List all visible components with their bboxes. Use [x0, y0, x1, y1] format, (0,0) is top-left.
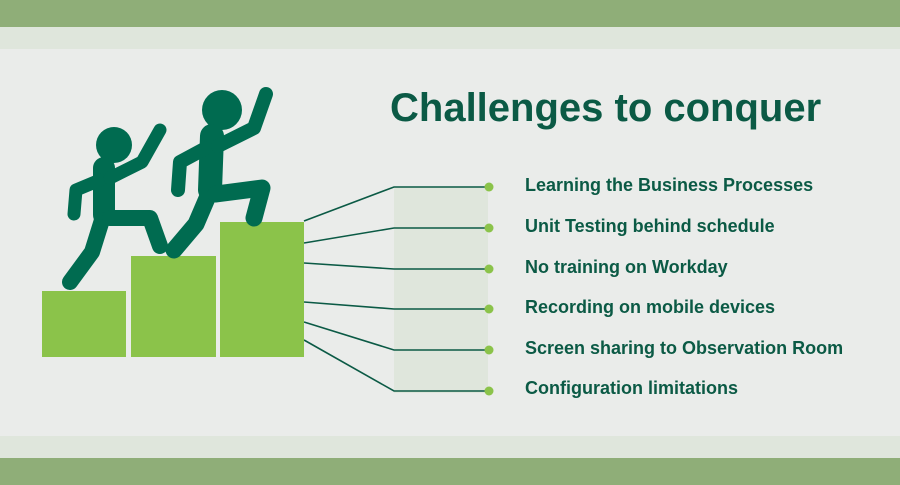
challenge-item: Learning the Business Processes: [525, 175, 814, 195]
challenge-item: Configuration limitations: [525, 378, 738, 398]
step-mid: [131, 256, 216, 357]
connector-line: [303, 186, 488, 222]
challenge-item: Screen sharing to Observation Room: [525, 338, 844, 358]
connector-dots: [484, 182, 494, 396]
climbing-person-icon: [62, 123, 168, 290]
connector-lines: [303, 186, 488, 392]
challenge-item: No training on Workday: [525, 257, 728, 277]
bullet-dot: [484, 264, 494, 274]
top-border-band: [0, 0, 900, 27]
bullet-dot: [484, 182, 494, 192]
connector-line: [303, 227, 488, 244]
connector-line: [303, 321, 488, 351]
bottom-border-stripe: [0, 436, 900, 458]
podium-steps-icon: [42, 222, 304, 357]
bullet-dot: [484, 304, 494, 314]
challenge-item: Unit Testing behind schedule: [525, 216, 775, 236]
bullet-dot: [484, 223, 494, 233]
bullet-dot: [484, 386, 494, 396]
top-border-stripe: [0, 27, 900, 49]
step-high: [220, 222, 304, 357]
connector-line: [303, 301, 488, 310]
page-title: Challenges to conquer: [390, 86, 822, 130]
challenge-item: Recording on mobile devices: [525, 297, 776, 317]
step-low: [42, 291, 126, 357]
climbing-person-icon: [165, 87, 273, 259]
bullet-dot: [484, 345, 494, 355]
bottom-border-band: [0, 458, 900, 485]
connector-line: [303, 339, 488, 392]
connector-line: [303, 262, 488, 270]
connector-panel: [394, 187, 488, 393]
